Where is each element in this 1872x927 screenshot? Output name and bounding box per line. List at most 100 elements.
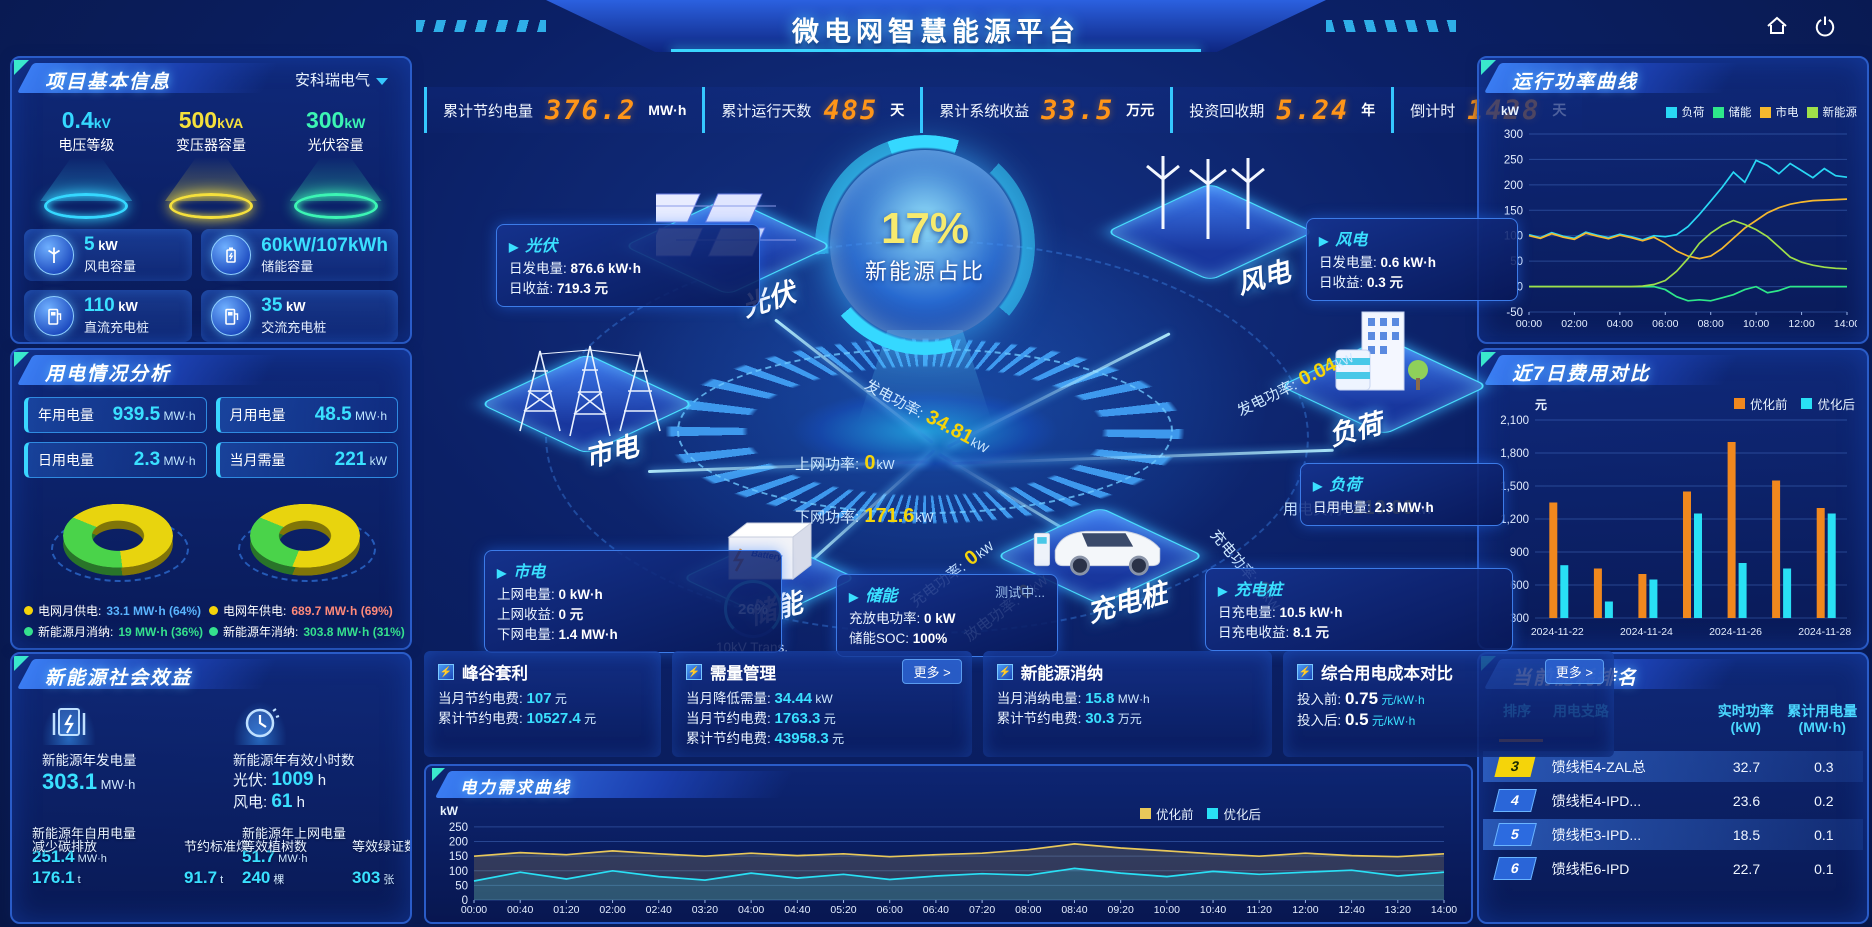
benefit-detail-value: 251.4 MW·h <box>32 847 107 866</box>
usage-label: 当月需量 <box>229 452 286 468</box>
svg-text:200: 200 <box>1504 180 1523 192</box>
row-unit: 元 <box>551 692 567 706</box>
corner-accent-icon <box>14 656 29 671</box>
flow-label-pv_gen: 发电功率: 34.81kW <box>861 373 994 458</box>
legend-name: 新能源 <box>1822 107 1858 119</box>
grid-node-icon <box>518 345 661 437</box>
node-label-grid: 市电 <box>581 430 642 474</box>
kpi-unit: 万元 <box>1126 102 1155 118</box>
bottom-panel-row: 投入后: 0.5 元/kW·h <box>1297 710 1600 731</box>
legend-item: 市电 <box>1759 104 1799 120</box>
info-row-label: 上网电量: <box>497 587 559 602</box>
flow-value: 0 <box>864 452 876 474</box>
legend-item: 电网年供电: 689.7 MW·h (69%) <box>209 602 405 619</box>
load-platform <box>1279 336 1489 436</box>
light-cone-icon <box>164 157 257 201</box>
home-icon[interactable] <box>1764 14 1790 38</box>
lightning-icon: ⚡ <box>438 664 454 680</box>
chevron-right-icon: ▶ <box>509 240 519 254</box>
row-value: 0.75 <box>1344 689 1379 708</box>
benefit-subline-unit: h <box>313 772 327 789</box>
capacity-card-text: 35 kW 交流充电桩 <box>261 296 326 336</box>
info-panel-load[interactable]: ▶ 负荷 日用电量: 2.3 MW·h <box>1300 463 1504 526</box>
rank-badge: 4 <box>1493 789 1538 812</box>
legend-name: 优化前 <box>1155 808 1194 822</box>
usage-value: 2.3 MW·h <box>133 449 196 470</box>
info-panel-title: ▶ 市电 <box>497 558 769 582</box>
svg-text:08:00: 08:00 <box>1015 904 1041 916</box>
svg-text:14:00: 14:00 <box>1431 904 1457 916</box>
svg-text:05:20: 05:20 <box>830 904 856 916</box>
flow-unit: kW <box>973 539 997 562</box>
row-value: 43958.3 <box>774 730 829 747</box>
company-selector[interactable]: 安科瑞电气 <box>295 69 388 90</box>
flow-unit: kW <box>876 458 895 472</box>
power-icon[interactable] <box>1812 14 1838 38</box>
lightning-icon: ⚡ <box>1296 664 1313 680</box>
more-button[interactable]: 更多 > <box>902 659 962 684</box>
wind-platform <box>1105 182 1315 282</box>
flow-name: 发电功率: <box>861 376 930 424</box>
usage-label: 年用电量 <box>38 407 94 423</box>
flow-value: 0 <box>960 545 983 571</box>
info-panel-wind[interactable]: ▶ 风电 日发电量: 0.6 kW·h 日收益: 0.3 元 <box>1306 218 1518 301</box>
benefit-detail-label: 等效绿证数 <box>352 839 412 854</box>
kpi-value: 5.24 <box>1276 94 1350 126</box>
svg-text:2,100: 2,100 <box>1500 415 1529 427</box>
info-panel-pv[interactable]: ▶ 光伏 日发电量: 876.6 kW·h 日收益: 719.3 元 <box>496 224 760 307</box>
pedestal-label: 光伏容量 <box>307 137 364 153</box>
kpi-strip: 累计节约电量 376.2 MW·h 累计运行天数 485 天累计系统收益 33.5 万元 投资回… <box>424 86 1583 133</box>
info-title-text: 风电 <box>1335 232 1368 249</box>
svg-text:1,800: 1,800 <box>1500 448 1529 460</box>
run-power-chart[interactable]: 300250200150100500-5000:0002:0004:0006:0… <box>1485 126 1857 330</box>
benefit-subline-unit: h <box>292 794 305 811</box>
more-button[interactable]: 更多 > <box>1544 659 1604 684</box>
center-platform <box>630 325 1220 537</box>
info-panel-charger[interactable]: ▶ 充电桩 日充电量: 10.5 kW·h 日充电收益: 8.1 元 <box>1205 568 1513 651</box>
legend-swatch-icon <box>1801 398 1813 409</box>
chart-legend: 负荷 储能 市电 新能源 <box>1665 104 1858 120</box>
panel-title: 运行功率曲线 <box>1512 72 1639 93</box>
demand-curve-chart[interactable]: 250 200 150 100 50 000:00 00:40 01:20 02:00 02:40… <box>438 818 1458 916</box>
svg-text:02:00: 02:00 <box>1561 318 1587 330</box>
capacity-card: 110 kW 直流充电桩 <box>24 290 193 342</box>
info-panel-grid[interactable]: ▶ 市电 上网电量: 0 kW·h 上网收益: 0 元下网电量: 1.4 MW·h <box>484 550 782 653</box>
svg-text:12:00: 12:00 <box>1292 904 1318 916</box>
svg-text:12:40: 12:40 <box>1338 904 1364 916</box>
donut-top <box>249 503 360 568</box>
dashed-ring <box>677 348 1173 514</box>
usage-stats: 年用电量 939.5 MW·h 月用电量 48.5 MW·h 日用电量 2.3 MW·h 当… <box>24 397 398 478</box>
row-value: 10527.4 <box>526 710 581 727</box>
svg-text:0: 0 <box>1517 282 1523 294</box>
ranking-row[interactable]: 4 馈线柜4-IPD... 23.6 0.2 <box>1483 785 1863 816</box>
ranking-row[interactable]: 3 馈线柜4-ZAL总 32.7 0.3 <box>1483 751 1863 782</box>
info-row-label: 日充电量: <box>1218 605 1280 620</box>
power-cell: 18.5 <box>1732 826 1761 843</box>
bottom-title-text: 新能源消纳 <box>1020 665 1104 683</box>
legend-item: 电网月供电: 33.1 MW·h (64%) <box>24 602 203 619</box>
node-label-wind: 风电 <box>1233 256 1294 300</box>
power-cell: 22.7 <box>1732 860 1761 877</box>
info-panel-title: ▶ 充电桩 <box>1218 576 1500 600</box>
svg-text:00:00: 00:00 <box>1516 318 1542 330</box>
flow-name: 上网功率: <box>795 456 864 473</box>
row-label: 投入前: <box>1296 692 1345 707</box>
info-row: 上网收益: 0 元 <box>497 605 769 625</box>
legend-name: 储能 <box>1728 107 1752 119</box>
clock-icon <box>233 701 287 745</box>
bottom-panel-row: 当月节约电费: 1763.3 元 <box>686 709 958 729</box>
legend-value: 19 MW·h (36%) <box>118 624 204 639</box>
row-unit: 元/kW·h <box>1378 693 1425 707</box>
info-panel-storage[interactable]: ▶ 储能 测试中... 充放电功率: 0 kW 储能SOC: 100% <box>836 574 1058 657</box>
legend-item: 优化前 <box>1139 804 1194 823</box>
svg-text:600: 600 <box>1510 580 1529 592</box>
row-value: 1763.3 <box>774 710 821 727</box>
info-row: 充放电功率: 0 kW <box>849 609 1045 629</box>
row-unit: 元 <box>828 732 845 746</box>
ranking-row[interactable]: 5 馈线柜3-IPD... 18.5 0.1 <box>1483 819 1863 850</box>
ranking-row[interactable]: 6 馈线柜6-IPD 22.7 0.1 <box>1483 853 1863 884</box>
capacity-value: 60kW/107kWh <box>261 234 388 256</box>
flow-label-grid_up: 上网功率: 0kW <box>795 452 895 475</box>
svg-text:02:40: 02:40 <box>646 904 672 916</box>
